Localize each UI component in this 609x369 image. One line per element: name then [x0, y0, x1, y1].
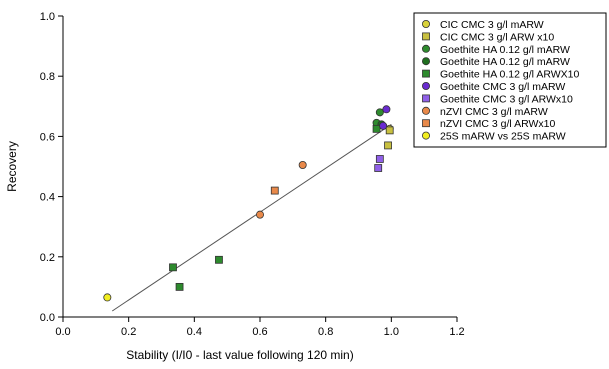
legend-marker	[421, 19, 430, 28]
legend-marker	[421, 131, 430, 140]
x-tick-label: 0.4	[187, 326, 202, 338]
x-ticks: 0.0 0.2 0.4 0.6 0.8 1.0 1.2	[55, 317, 465, 338]
y-tick-label: 0.0	[40, 312, 55, 324]
axes	[62, 16, 457, 318]
legend-marker	[421, 44, 430, 53]
data-point	[379, 121, 388, 130]
data-point	[384, 141, 392, 150]
x-tick-label: 0.2	[121, 326, 136, 338]
legend-label: 25S mARW vs 25S mARW	[440, 131, 566, 143]
legend-label: nZVI CMC 3 g/l mARW	[440, 106, 548, 118]
data-point	[382, 105, 391, 114]
legend-label: Goethite CMC 3 g/l mARW	[440, 81, 565, 93]
data-point	[374, 164, 383, 172]
x-tick-label: 0.6	[252, 326, 267, 338]
data-point	[103, 293, 112, 302]
y-tick-label: 0.6	[40, 131, 55, 143]
legend-marker	[422, 32, 430, 41]
y-tick-label: 1.0	[40, 11, 55, 23]
legend-label: Goethite CMC 3 g/l ARWx10	[440, 93, 573, 105]
data-point	[175, 282, 184, 291]
legend-marker	[421, 106, 430, 115]
legend-label: Goethite HA 0.12 g/l mARW	[440, 44, 570, 56]
legend-marker	[421, 82, 430, 91]
data-point	[270, 186, 279, 195]
y-axis-title: Recovery	[5, 141, 19, 192]
legend-box	[413, 12, 607, 148]
legend-label: Goethite HA 0.12 g/l mARW	[440, 56, 570, 68]
data-point	[298, 160, 307, 169]
data-point	[375, 108, 384, 117]
x-axis-title: Stability (I/I0 - last value following 1…	[126, 348, 353, 362]
legend-marker	[422, 94, 430, 103]
y-tick-label: 0.2	[40, 252, 55, 264]
legend-marker	[421, 57, 430, 66]
x-tick-label: 1.2	[449, 326, 464, 338]
data-point	[385, 126, 394, 135]
y-tick-label: 0.4	[40, 192, 55, 204]
data-point	[255, 210, 264, 219]
data-point	[215, 255, 223, 264]
legend-marker	[422, 119, 430, 128]
legend-marker	[422, 69, 430, 78]
legend-label: CIC CMC 3 g/l ARW x10	[440, 31, 554, 43]
data-point	[169, 263, 177, 272]
trendline	[111, 123, 392, 312]
y-tick-label: 0.8	[40, 71, 55, 83]
legend-label: nZVI CMC 3 g/l ARWx10	[440, 118, 556, 130]
x-tick-label: 0.0	[55, 326, 70, 338]
y-ticks: 0.0 0.2 0.4 0.6 0.8 1.0	[40, 11, 63, 324]
legend-label: CIC CMC 3 g/l mARW	[440, 19, 544, 31]
legend-label: Goethite HA 0.12 g/l ARWX10	[440, 69, 579, 81]
data-points	[103, 105, 394, 302]
data-point	[372, 124, 381, 133]
x-tick-label: 0.8	[318, 326, 333, 338]
x-tick-label: 1.0	[384, 326, 399, 338]
data-point	[375, 155, 384, 163]
